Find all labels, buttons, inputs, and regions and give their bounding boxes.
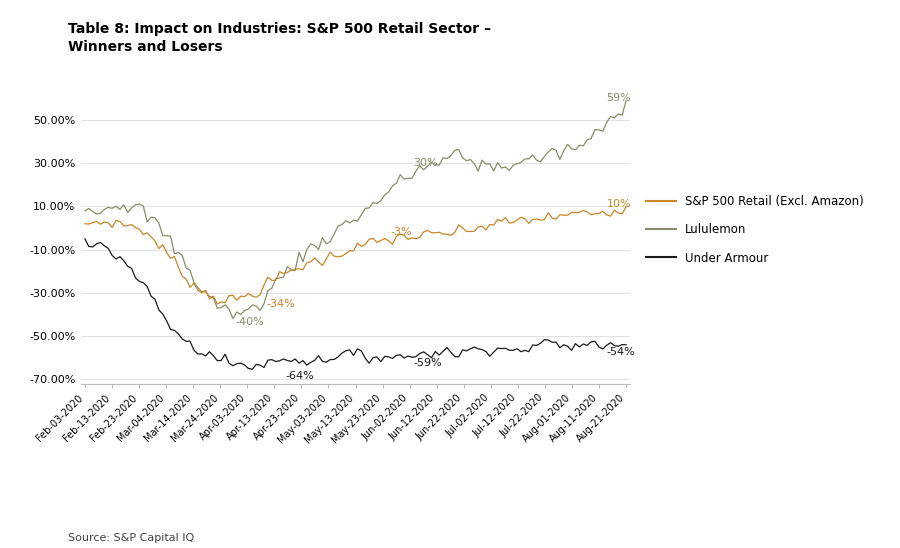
Text: -54%: -54%	[607, 347, 635, 357]
Text: Source: S&P Capital IQ: Source: S&P Capital IQ	[68, 533, 194, 543]
Text: -34%: -34%	[266, 299, 295, 310]
Text: -64%: -64%	[286, 370, 315, 381]
Text: -3%: -3%	[391, 227, 412, 237]
Text: Table 8: Impact on Industries: S&P 500 Retail Sector –
Winners and Losers: Table 8: Impact on Industries: S&P 500 R…	[68, 22, 490, 54]
Text: 30%: 30%	[413, 158, 438, 168]
Text: -40%: -40%	[236, 317, 264, 327]
Text: -59%: -59%	[413, 358, 442, 368]
Text: 10%: 10%	[607, 199, 631, 209]
Text: 59%: 59%	[607, 94, 632, 104]
Legend: S&P 500 Retail (Excl. Amazon), Lululemon, Under Armour: S&P 500 Retail (Excl. Amazon), Lululemon…	[642, 190, 868, 269]
